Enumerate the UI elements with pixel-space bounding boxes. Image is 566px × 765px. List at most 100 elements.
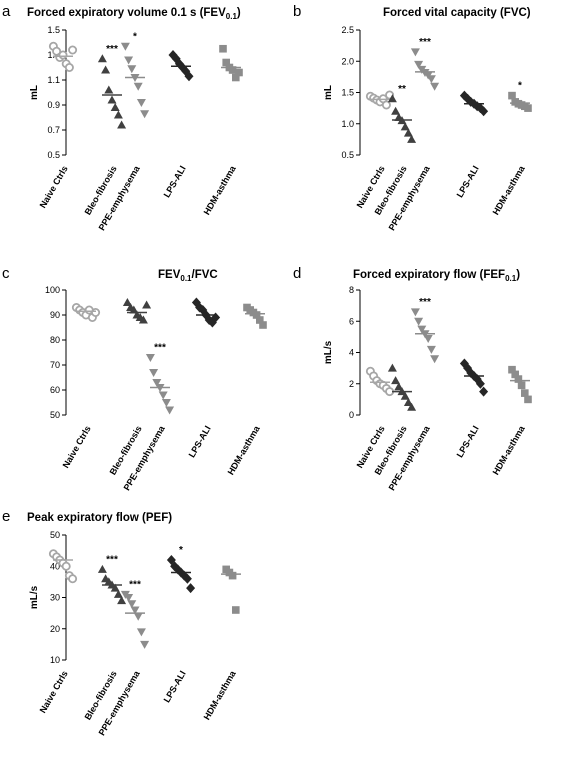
data-point-ppe <box>158 391 168 400</box>
data-point-lps <box>475 378 485 389</box>
data-point-ppe <box>410 308 420 317</box>
y-tick-label: 100 <box>45 285 60 295</box>
y-axis-label: mL/s <box>29 585 40 609</box>
data-point-bleo <box>122 298 132 306</box>
data-point-hdm <box>508 91 516 100</box>
data-point-naive <box>68 574 78 584</box>
y-tick-label: 60 <box>50 385 60 395</box>
data-point-bleo <box>407 402 417 411</box>
panel-title: Forced expiratory flow (FEF0.1) <box>353 269 520 283</box>
significance-label: *** <box>154 343 166 354</box>
y-tick-label: 90 <box>50 310 60 320</box>
data-point-bleo <box>400 391 410 400</box>
data-point-hdm <box>252 311 261 319</box>
data-point-hdm <box>235 68 243 77</box>
y-tick-label: 1.5 <box>341 88 354 98</box>
data-point-bleo <box>113 110 123 119</box>
y-tick-label: 50 <box>50 530 60 540</box>
y-tick-label: 30 <box>50 593 60 603</box>
data-point-bleo <box>110 583 120 592</box>
data-point-ppe <box>136 99 146 107</box>
data-point-ppe <box>140 640 150 649</box>
data-point-naive <box>61 561 71 571</box>
panel-title: Forced expiratory volume 0.1 s (FEV0.1) <box>27 7 241 21</box>
significance-label: *** <box>419 37 431 48</box>
data-point-hdm <box>524 395 532 404</box>
data-point-bleo <box>117 120 127 129</box>
data-point-ppe <box>165 406 175 415</box>
y-tick-label: 6 <box>349 316 354 326</box>
data-point-ppe <box>124 56 134 65</box>
data-point-bleo <box>97 564 107 573</box>
significance-label: * <box>133 31 137 42</box>
significance-label: *** <box>419 297 431 308</box>
data-point-bleo <box>394 382 404 391</box>
y-tick-label: 0.7 <box>47 125 60 135</box>
panel-title-subscript: 0.1 <box>505 274 517 283</box>
data-point-hdm <box>517 381 526 390</box>
data-point-bleo <box>391 106 401 115</box>
data-point-naive <box>64 63 74 73</box>
data-point-hdm <box>524 104 532 112</box>
data-point-ppe <box>120 42 130 51</box>
panel-title: FEV0.1/FVC <box>158 269 218 283</box>
y-axis-label: mL <box>323 85 334 100</box>
data-point-hdm <box>259 321 267 329</box>
category-label: Naive Ctrls <box>61 424 93 470</box>
panel-title-main: Forced expiratory volume 0.1 s (FEV <box>27 7 226 19</box>
panel-d: d Forced expiratory flow (FEF0.1) 0 2 4 6 8 mL/… <box>293 265 532 492</box>
data-point-bleo <box>129 305 139 314</box>
y-tick-label: 1.1 <box>47 75 60 85</box>
y-tick-label: 8 <box>349 285 354 295</box>
category-label: HDM-asthma <box>491 163 528 216</box>
data-point-bleo <box>97 54 107 63</box>
data-point-hdm <box>511 370 519 379</box>
category-label: LPS-ALI <box>455 164 481 199</box>
panel-title-end: /FVC <box>192 269 218 281</box>
data-point-lps <box>184 71 194 82</box>
data-point-hdm <box>232 73 240 82</box>
data-point-ppe <box>133 82 143 91</box>
y-tick-label: 1.0 <box>341 119 354 129</box>
category-label: PPE-emphysema <box>122 423 168 492</box>
data-point-bleo <box>400 122 410 131</box>
y-tick-label: 0.5 <box>47 150 60 160</box>
data-point-lps <box>479 386 489 397</box>
y-tick-label: 2.5 <box>341 25 354 35</box>
y-axis-label: mL/s <box>323 340 334 364</box>
category-label: PPE-emphysema <box>387 423 433 492</box>
panel-title: Peak expiratory flow (PEF) <box>27 512 172 524</box>
data-point-ppe <box>130 606 140 615</box>
data-point-ppe <box>410 48 420 57</box>
data-point-hdm <box>514 375 523 383</box>
panel-title-subscript: 0.1 <box>180 274 192 283</box>
y-tick-label: 2 <box>349 379 354 389</box>
significance-label: *** <box>129 579 141 590</box>
data-point-bleo <box>387 94 397 103</box>
data-point-naive <box>58 50 68 60</box>
data-point-bleo <box>403 128 413 137</box>
panel-b: b Forced vital capacity (FVC) 0.5 1.0 1.5 2.0… <box>293 3 532 232</box>
category-label: LPS-ALI <box>187 424 213 459</box>
data-point-bleo <box>403 398 413 406</box>
data-point-ppe <box>414 317 424 326</box>
data-point-bleo <box>113 589 123 598</box>
panel-letter: c <box>2 265 10 282</box>
data-point-hdm <box>508 365 516 374</box>
data-point-ppe <box>414 60 424 69</box>
y-tick-label: 1.3 <box>47 50 60 60</box>
y-tick-label: 0 <box>349 410 354 420</box>
category-label: PPE-emphysema <box>97 163 143 232</box>
data-point-bleo <box>110 103 120 111</box>
panel-title: Forced vital capacity (FVC) <box>383 7 531 19</box>
y-tick-label: 80 <box>50 335 60 345</box>
data-point-hdm <box>222 58 230 67</box>
data-point-hdm <box>232 606 240 614</box>
data-point-hdm <box>228 571 237 580</box>
panel-e: e Peak expiratory flow (PEF) 10 20 30 40 50 mL/… <box>2 508 241 737</box>
panel-letter: d <box>293 265 301 282</box>
data-point-ppe <box>430 82 440 91</box>
data-point-bleo <box>407 134 417 143</box>
category-label: HDM-asthma <box>202 668 239 721</box>
y-tick-label: 0.5 <box>341 150 354 160</box>
